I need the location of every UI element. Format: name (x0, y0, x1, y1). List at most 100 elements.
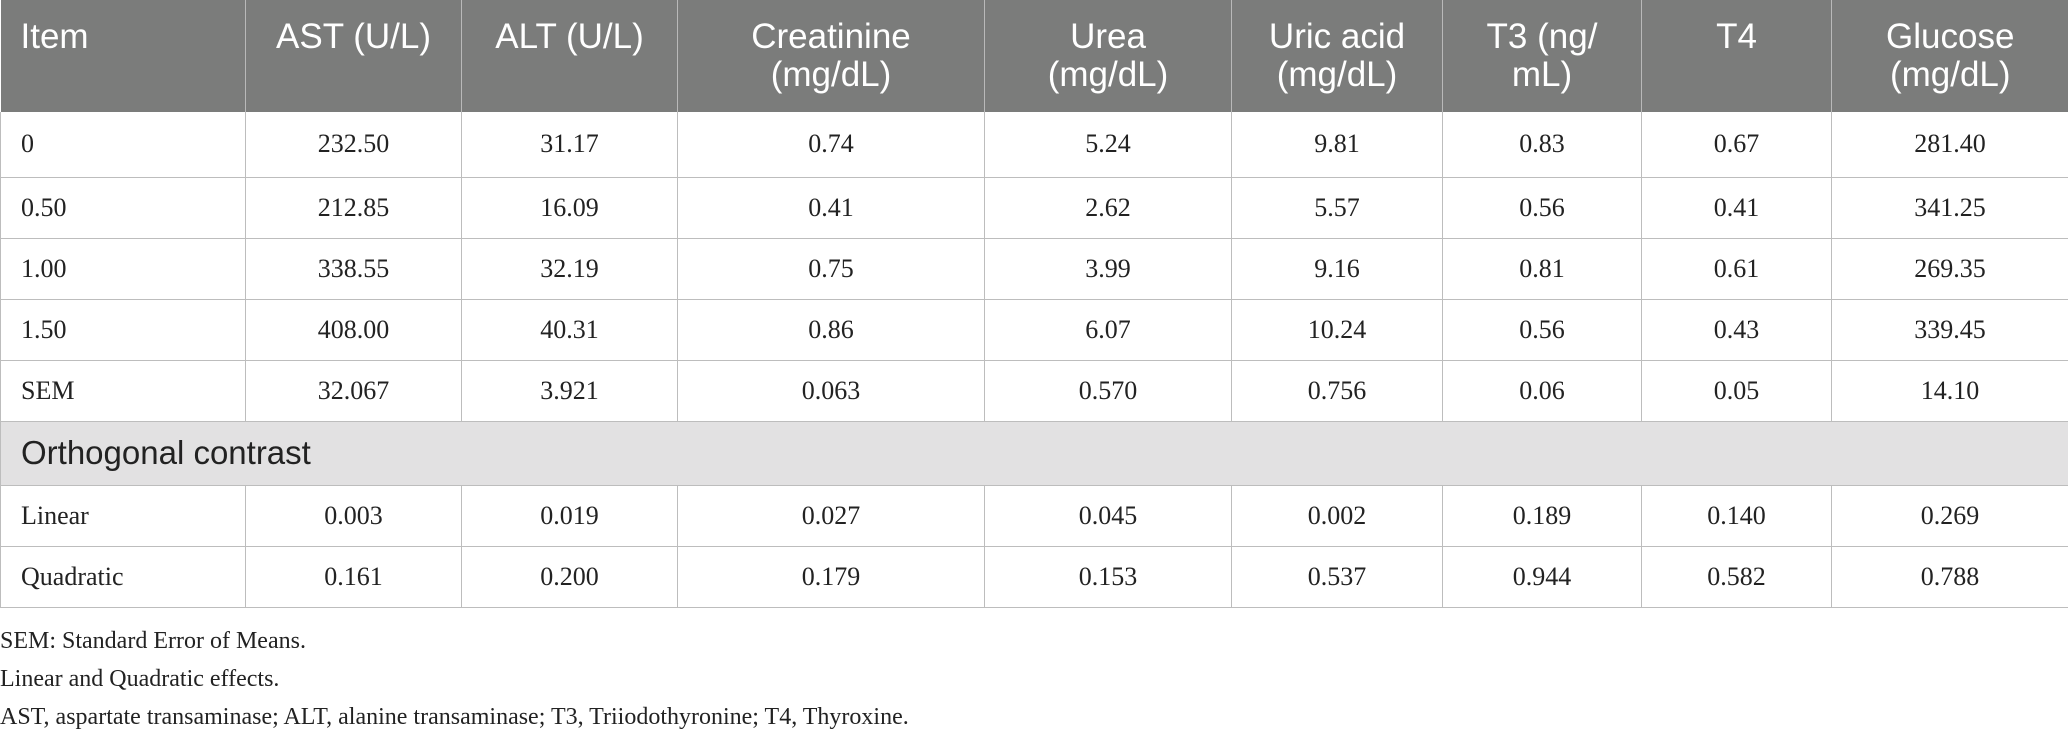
table-cell: 16.09 (461, 177, 678, 239)
table-cell: 0.161 (245, 546, 462, 608)
table-cell: 0.05 (1641, 360, 1832, 422)
table-cell: 0.002 (1231, 485, 1443, 547)
table-cell: 0.003 (245, 485, 462, 547)
row-label: 0 (0, 112, 246, 178)
table-cell: 0.179 (677, 546, 985, 608)
table-cell: 0.67 (1641, 112, 1832, 178)
row-label: 1.00 (0, 238, 246, 300)
column-header-text: (mg/dL) (770, 55, 892, 94)
table-cell: 0.153 (984, 546, 1232, 608)
column-header-text: Uric acid (1268, 17, 1406, 56)
table-cell: 0.269 (1831, 485, 2068, 547)
column-header-text: (mg/dL) (1276, 55, 1398, 94)
table-cell: 408.00 (245, 299, 462, 361)
column-header: Glucose (mg/dL) (1831, 0, 2068, 112)
row-label: 0.50 (0, 177, 246, 239)
table-cell: 0.063 (677, 360, 985, 422)
results-table: Item AST (U/L) ALT (U/L) Creatinine (mg/dL) U… (0, 0, 2068, 608)
column-header: Creatinine (mg/dL) (677, 0, 985, 112)
table-cell: 0.756 (1231, 360, 1443, 422)
table-cell: 0.41 (677, 177, 985, 239)
column-header-text: Glucose (1886, 17, 2015, 56)
table-cell: 281.40 (1831, 112, 2068, 178)
table-cell: 0.56 (1442, 299, 1642, 361)
table-cell: 232.50 (245, 112, 462, 178)
table-cell: 0.200 (461, 546, 678, 608)
column-header-text: Creatinine (751, 17, 911, 56)
section-row: Orthogonal contrast (0, 421, 2068, 486)
footnotes: SEM: Standard Error of Means. Linear and… (0, 622, 909, 736)
column-header: T3 (ng/mL) (1442, 0, 1642, 112)
column-header: AST (U/L) (245, 0, 462, 112)
table-cell: 0.56 (1442, 177, 1642, 239)
table-row: 0 232.50 31.17 0.74 5.24 9.81 0.83 0.67 281.40 (0, 112, 2068, 178)
table-row: 1.50 408.00 40.31 0.86 6.07 10.24 0.56 0.43 339.… (0, 299, 2068, 361)
row-label: SEM (0, 360, 246, 422)
table-cell: 6.07 (984, 299, 1232, 361)
table-cell: 269.35 (1831, 238, 2068, 300)
table-header: Item AST (U/L) ALT (U/L) Creatinine (mg/dL) U… (0, 0, 2068, 112)
column-header-text: T4 (1716, 17, 1757, 56)
column-header-text: Item (20, 17, 89, 56)
table-cell: 0.75 (677, 238, 985, 300)
table-body: 0 232.50 31.17 0.74 5.24 9.81 0.83 0.67 281.40 0.… (0, 112, 2068, 608)
table-cell: 0.944 (1442, 546, 1642, 608)
table-cell: 31.17 (461, 112, 678, 178)
table-cell: 5.24 (984, 112, 1232, 178)
table-cell: 0.140 (1641, 485, 1832, 547)
column-header: T4 (1641, 0, 1832, 112)
table-row: SEM 32.067 3.921 0.063 0.570 0.756 0.06 0.05 14.… (0, 360, 2068, 422)
table-cell: 3.99 (984, 238, 1232, 300)
table-cell: 0.06 (1442, 360, 1642, 422)
table-cell: 0.83 (1442, 112, 1642, 178)
section-label: Orthogonal contrast (0, 421, 2068, 486)
table-cell: 2.62 (984, 177, 1232, 239)
column-header-text: ALT (U/L) (495, 17, 644, 56)
table-cell: 0.74 (677, 112, 985, 178)
table-cell: 10.24 (1231, 299, 1443, 361)
column-header: Item (0, 0, 246, 112)
table-cell: 212.85 (245, 177, 462, 239)
table-cell: 40.31 (461, 299, 678, 361)
table-cell: 14.10 (1831, 360, 2068, 422)
column-header-text: (mg/dL) (1047, 55, 1169, 94)
table-cell: 0.61 (1641, 238, 1832, 300)
column-header-text: mL) (1511, 55, 1573, 94)
column-header-text: (mg/dL) (1889, 55, 2011, 94)
table-cell: 0.582 (1641, 546, 1832, 608)
table-cell: 5.57 (1231, 177, 1443, 239)
table-cell: 0.189 (1442, 485, 1642, 547)
table-cell: 338.55 (245, 238, 462, 300)
table-cell: 339.45 (1831, 299, 2068, 361)
table-cell: 0.027 (677, 485, 985, 547)
table-cell: 9.81 (1231, 112, 1443, 178)
table-row: 0.50 212.85 16.09 0.41 2.62 5.57 0.56 0.41 341.2… (0, 177, 2068, 239)
table-cell: 32.19 (461, 238, 678, 300)
table-cell: 0.86 (677, 299, 985, 361)
footnote-effects: Linear and Quadratic effects. (0, 666, 280, 692)
table-cell: 0.43 (1641, 299, 1832, 361)
column-header-text: Urea (1070, 17, 1146, 56)
table-cell: 0.019 (461, 485, 678, 547)
table-row: 1.00 338.55 32.19 0.75 3.99 9.16 0.81 0.61 269.3… (0, 238, 2068, 300)
table-cell: 0.81 (1442, 238, 1642, 300)
table-cell: 32.067 (245, 360, 462, 422)
column-header-text: T3 (ng/ (1486, 17, 1598, 56)
footnote-sem: SEM: Standard Error of Means. (0, 628, 306, 654)
table-cell: 3.921 (461, 360, 678, 422)
column-header: ALT (U/L) (461, 0, 678, 112)
header-row: Item AST (U/L) ALT (U/L) Creatinine (mg/dL) U… (0, 0, 2068, 112)
table-cell: 0.045 (984, 485, 1232, 547)
table-cell: 0.570 (984, 360, 1232, 422)
table-cell: 0.537 (1231, 546, 1443, 608)
column-header: Urea (mg/dL) (984, 0, 1232, 112)
table-cell: 0.41 (1641, 177, 1832, 239)
row-label: Linear (0, 485, 246, 547)
table-cell: 9.16 (1231, 238, 1443, 300)
footnote-abbreviations: AST, aspartate transaminase; ALT, alanin… (0, 704, 909, 730)
column-header-text: AST (U/L) (276, 17, 431, 56)
table-row: Quadratic 0.161 0.200 0.179 0.153 0.537 0.944 0… (0, 546, 2068, 608)
row-label: Quadratic (0, 546, 246, 608)
table-cell: 0.788 (1831, 546, 2068, 608)
